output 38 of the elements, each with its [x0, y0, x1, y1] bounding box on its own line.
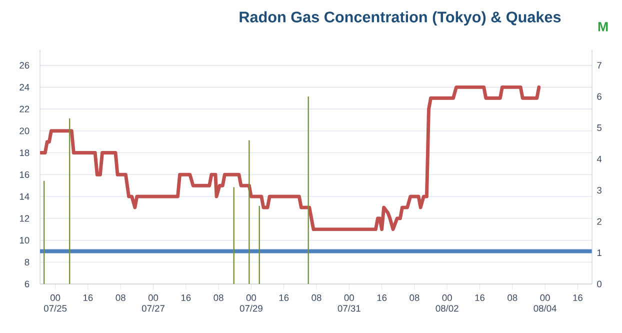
y2-tick-label: 1 — [597, 250, 602, 256]
y-tick-label: 18 — [20, 149, 30, 156]
x-tick-label: 08 — [508, 294, 518, 301]
x-tick-label: 16 — [377, 294, 387, 301]
y-tick-label: 22 — [20, 106, 30, 112]
y-tick-label: 24 — [20, 84, 30, 90]
y2-tick-label: 6 — [597, 93, 602, 100]
y-tick-label: 10 — [20, 236, 30, 244]
x-tick-label: 00 07/29 — [240, 294, 262, 312]
x-tick-label: 16 — [475, 294, 485, 301]
y-tick-label: 14 — [20, 193, 30, 200]
x-tick-label: 00 08/02 — [436, 294, 458, 312]
y-tick-label: 26 — [20, 62, 30, 69]
y2-tick-label: 3 — [597, 186, 602, 194]
y2-tick-label: 2 — [597, 218, 602, 225]
x-tick-label: 16 — [573, 294, 582, 301]
y2-tick-label: 7 — [597, 62, 602, 69]
y2-tick-label: 5 — [597, 124, 602, 132]
chart-title: Radon Gas Concentration (Tokyo) & Quakes — [240, 11, 561, 26]
y-tick-label: 6 — [24, 280, 30, 288]
y-tick-label: 12 — [20, 215, 30, 222]
x-tick-label: 08 — [214, 294, 224, 301]
y2-tick-label: 4 — [596, 156, 602, 162]
x-tick-label: 00 07/31 — [338, 294, 360, 312]
x-tick-label: 00 08/04 — [534, 294, 556, 312]
x-tick-label: 08 — [116, 294, 126, 301]
x-tick-label: 16 — [181, 294, 191, 301]
x-tick-label: 00 07/27 — [142, 294, 164, 312]
y2-tick-label: 0 — [597, 280, 602, 288]
x-tick-label: 08 — [410, 294, 420, 301]
x-tick-label: 00 07/25 — [44, 294, 67, 312]
y-tick-label: 16 — [20, 171, 30, 178]
y2-axis-title: M — [598, 22, 608, 32]
x-tick-label: 08 — [312, 294, 322, 301]
y-tick-label: 8 — [24, 258, 30, 266]
y-tick-label: 20 — [20, 128, 30, 134]
x-tick-label: 16 — [279, 294, 289, 301]
x-tick-label: 16 — [83, 294, 93, 301]
